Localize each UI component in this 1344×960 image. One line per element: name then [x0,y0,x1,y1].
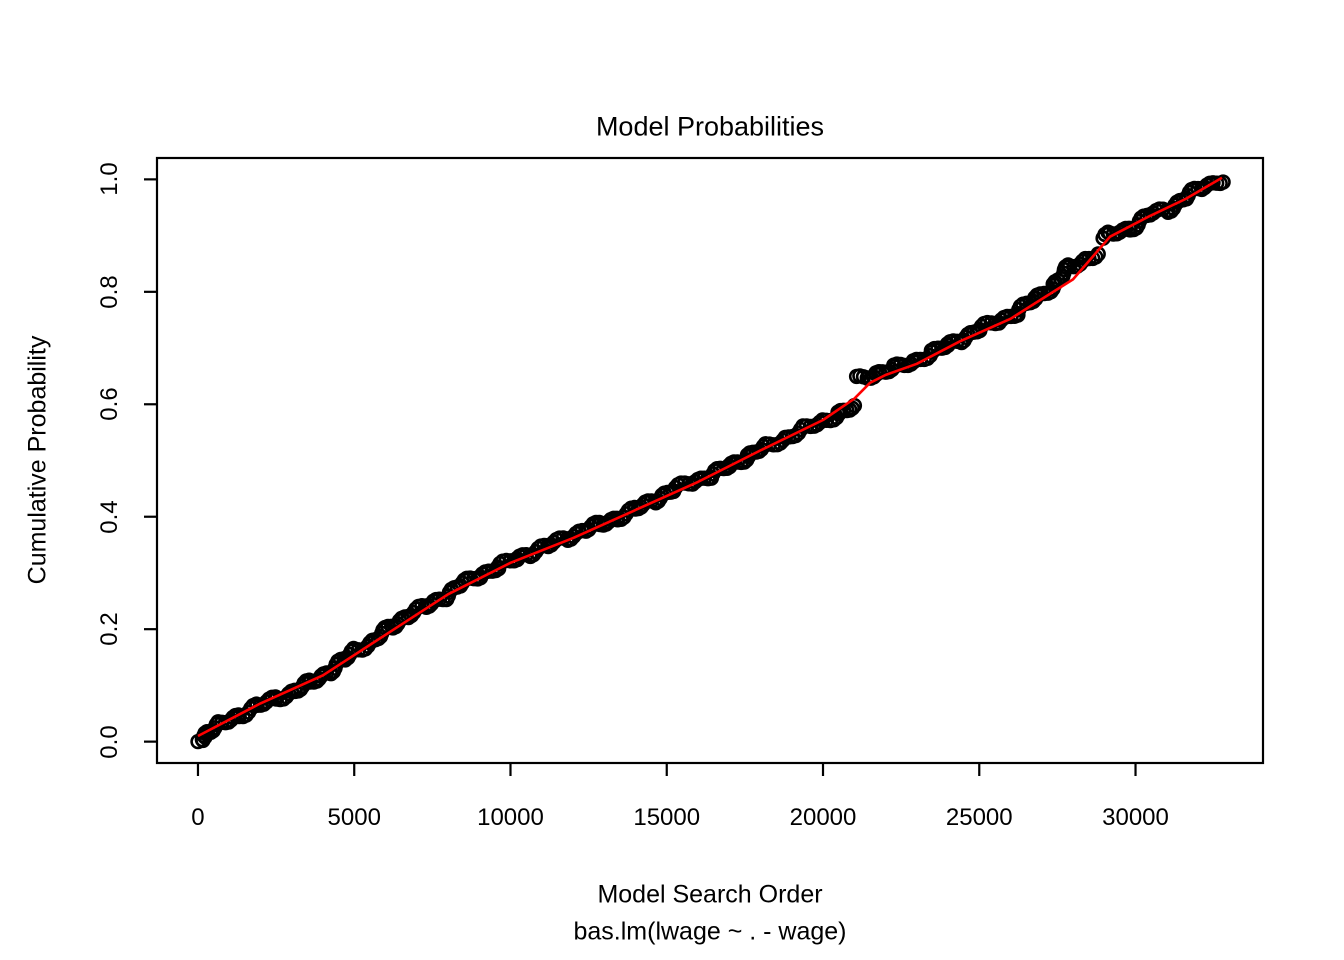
y-tick-label-0.4: 0.4 [96,500,123,534]
y-axis-label: Cumulative Probability [23,335,52,585]
model-probability-point [1090,246,1106,262]
x-axis-call-sublabel: bas.lm(lwage ~ . - wage) [573,917,847,946]
y-tick-label-1.0: 1.0 [96,162,123,197]
model-probability-point [1088,249,1104,265]
x-tick-label-25000: 25000 [945,804,1013,831]
x-tick-label-20000: 20000 [789,804,857,831]
x-tick-label-0: 0 [191,804,205,831]
x-tick-label-10000: 10000 [477,804,544,831]
fitted-probability-line [197,176,1223,738]
y-tick-label-0.8: 0.8 [96,275,123,309]
y-tick-label-0.0: 0.0 [96,724,123,759]
x-tick-label-15000: 15000 [633,804,701,831]
y-tick-label-0.6: 0.6 [96,387,123,421]
x-tick-label-5000: 5000 [327,804,381,831]
chart-title: Model Probabilities [595,111,825,142]
x-tick-label-30000: 30000 [1102,804,1169,831]
plot-box [155,156,1265,765]
x-axis-label: Model Search Order [597,880,823,909]
y-tick-label-0.2: 0.2 [96,612,123,646]
model-probability-point [844,400,860,416]
